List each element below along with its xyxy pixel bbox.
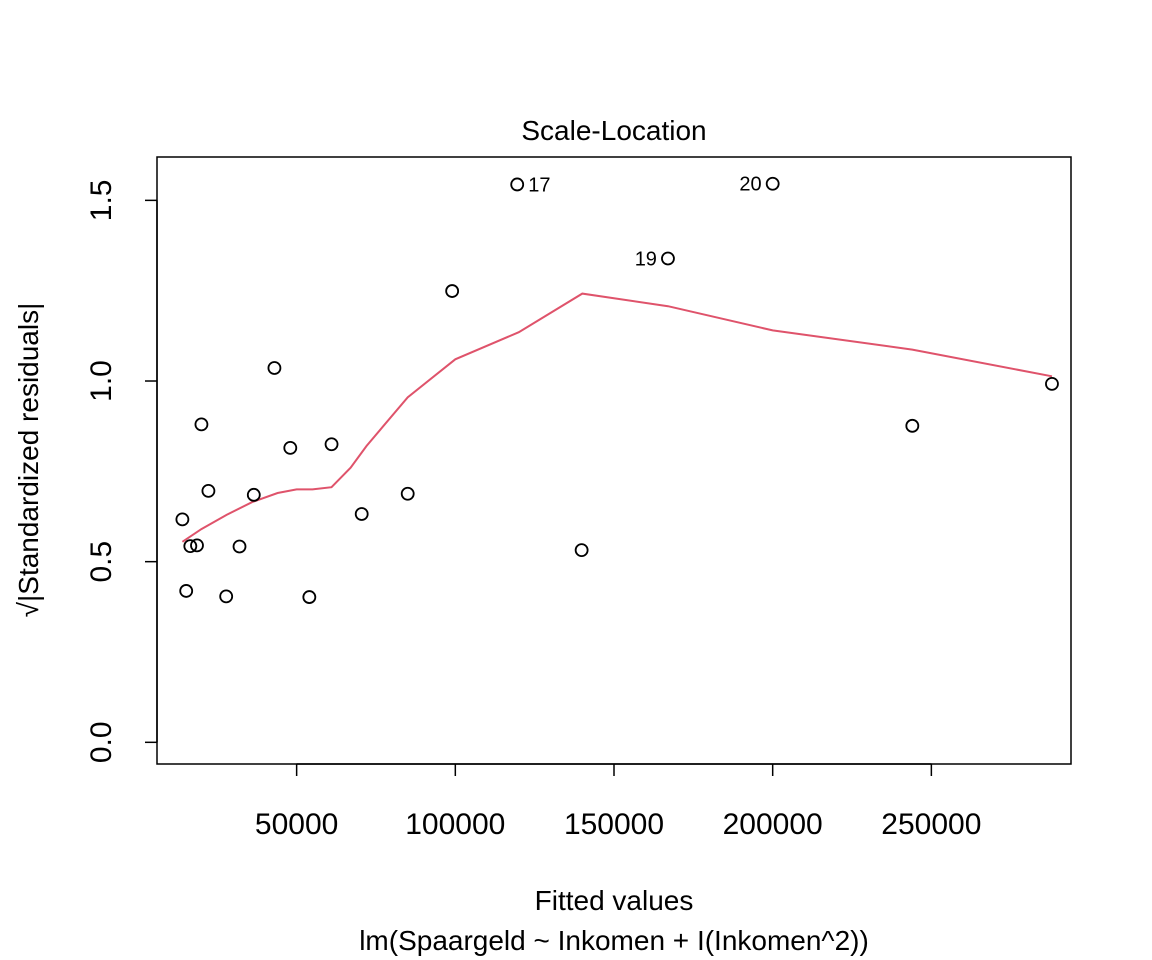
data-point	[232, 539, 247, 554]
y-axis: 0.0 0.5 1.0 1.5	[85, 179, 158, 763]
data-point	[905, 418, 920, 433]
data-point	[400, 486, 415, 501]
x-axis-label: Fitted values	[535, 885, 694, 916]
data-point	[194, 417, 209, 432]
data-point	[661, 251, 675, 266]
data-point	[183, 539, 198, 554]
x-tick-label: 200000	[723, 808, 823, 841]
chart-subtitle: lm(Spaargeld ~ Inkomen + I(Inkomen^2))	[359, 925, 869, 956]
point-label: 19	[635, 249, 657, 271]
point-label: 17	[528, 174, 550, 196]
y-axis-label: √|Standardized residuals|	[13, 303, 44, 618]
points-layer: 17 19 20	[175, 174, 1059, 604]
x-tick-label: 50000	[255, 808, 338, 841]
smooth-line	[181, 292, 1053, 543]
data-point	[324, 437, 339, 452]
y-tick-label: 1.5	[85, 179, 118, 221]
data-point	[179, 584, 194, 598]
y-tick-label: 0.0	[85, 721, 118, 763]
x-tick-label: 100000	[405, 808, 505, 841]
data-point	[574, 543, 589, 558]
chart-title: Scale-Location	[521, 115, 706, 146]
x-axis: 50000 100000 150000 200000 250000	[255, 763, 981, 841]
data-point	[354, 507, 369, 521]
plot-frame	[156, 156, 1072, 765]
data-point	[175, 512, 190, 527]
x-tick-label: 250000	[881, 808, 981, 841]
data-point	[302, 590, 317, 604]
x-tick-label: 150000	[564, 808, 664, 841]
data-point	[445, 284, 460, 298]
data-point	[190, 538, 204, 553]
data-point	[219, 589, 234, 604]
data-point	[510, 177, 525, 192]
data-point	[765, 176, 780, 191]
y-tick-label: 1.0	[85, 360, 118, 402]
data-point	[1045, 377, 1059, 391]
data-point	[201, 483, 216, 498]
data-point	[283, 440, 298, 455]
point-label: 20	[739, 174, 761, 196]
y-tick-label: 0.5	[85, 541, 118, 583]
data-point	[267, 361, 282, 375]
data-point	[246, 487, 261, 502]
